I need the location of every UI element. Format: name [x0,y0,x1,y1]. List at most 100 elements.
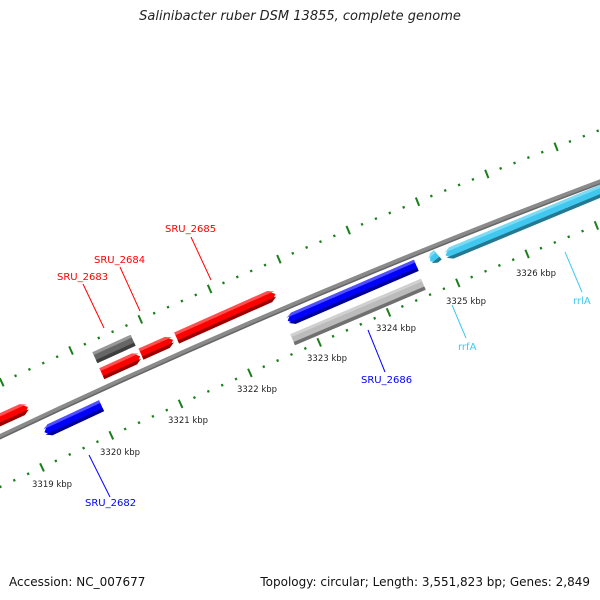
minor-tick [567,235,571,239]
feature-label[interactable]: SRU_2684 [94,255,145,266]
minor-tick [137,421,141,425]
major-tick [206,284,213,294]
feature-partial-forward[interactable] [0,402,30,433]
minor-tick [511,258,515,262]
minor-tick [27,367,31,371]
minor-tick [497,263,501,267]
minor-tick [540,150,544,154]
feature-other-2686[interactable] [290,278,426,346]
minor-tick [276,359,280,363]
minor-tick [0,485,2,489]
minor-tick [289,352,293,357]
leader-line [82,283,105,329]
feature-sru-2686[interactable] [285,259,419,326]
major-tick [524,249,530,259]
minor-tick [402,205,406,209]
minor-tick [220,383,224,387]
minor-tick [97,336,101,340]
minor-tick [513,161,516,165]
minor-tick [332,234,336,238]
feature-label[interactable]: SRU_2683 [57,272,108,283]
major-tick [455,278,461,288]
minor-tick [319,240,322,244]
major-tick [68,345,74,355]
tick-label: 3326 kbp [516,269,556,279]
minor-tick [180,299,184,303]
major-tick [593,220,600,231]
minor-tick [263,263,267,267]
minor-tick [400,304,404,308]
minor-tick [539,246,543,250]
minor-tick [152,311,156,315]
leader-line [367,329,386,373]
minor-tick [581,229,585,233]
leader-line [451,304,467,339]
major-tick [484,169,490,179]
minor-tick [221,281,225,285]
minor-tick [303,346,307,350]
major-tick [276,254,282,264]
minor-tick [235,275,239,279]
minor-tick [484,269,487,273]
minor-tick [345,328,349,332]
minor-tick [374,217,378,221]
leader-line [88,454,111,498]
feature-label[interactable]: SRU_2685 [165,224,216,235]
minor-tick [206,389,210,393]
minor-tick [95,440,99,444]
minor-tick [249,269,253,273]
minor-tick [14,374,18,378]
feature-pseudo-2683[interactable] [92,334,136,364]
backbone-shade [0,183,600,440]
minor-tick [373,316,377,320]
minor-tick [124,323,128,328]
minor-tick [414,298,418,303]
minor-tick [83,342,87,346]
feature-rrfa[interactable] [426,250,442,266]
minor-tick [331,334,335,338]
minor-tick [151,414,155,418]
minor-tick [68,452,72,457]
minor-tick [596,129,600,133]
minor-tick [123,427,127,431]
minor-tick [360,222,364,226]
feature-label[interactable]: rrfA [458,342,477,353]
feature-sru-2683[interactable] [99,351,142,380]
minor-tick [234,377,238,381]
major-tick [137,314,144,324]
leader-line [190,236,212,281]
minor-tick [526,156,530,160]
tick-label: 3320 kbp [100,448,140,458]
tick-labels: 3319 kbp 3320 kbp 3321 kbp 3322 kbp 3323 kbp… [32,269,556,490]
map-title: Salinibacter ruber DSM 13855, complete g… [139,9,461,24]
tick-rings [0,129,600,489]
tick-label: 3322 kbp [237,385,277,395]
minor-tick [429,194,433,198]
feature-label[interactable]: SRU_2686 [361,375,412,386]
minor-tick [41,361,45,365]
minor-tick [388,211,392,215]
backbone [0,179,600,440]
feature-sru-2682[interactable] [42,400,105,438]
major-tick [177,399,184,409]
feature-sru-2684[interactable] [138,334,176,360]
feature-sru-2685[interactable] [174,289,278,344]
leader-line [119,266,141,312]
major-tick [316,337,322,347]
minor-tick [54,459,58,463]
tick-label: 3323 kbp [307,354,347,364]
feature-label[interactable]: rrlA [573,296,591,307]
major-tick [108,430,115,440]
minor-tick [443,188,447,193]
minor-tick [499,166,503,170]
minor-tick [26,472,30,476]
minor-tick [194,293,198,297]
minor-tick [359,322,363,326]
major-tick [0,377,5,387]
minor-tick [291,251,295,255]
feature-label[interactable]: SRU_2682 [85,498,136,509]
tick-label: 3325 kbp [446,297,486,307]
minor-tick [12,478,16,482]
feature-rrla[interactable] [443,179,600,261]
